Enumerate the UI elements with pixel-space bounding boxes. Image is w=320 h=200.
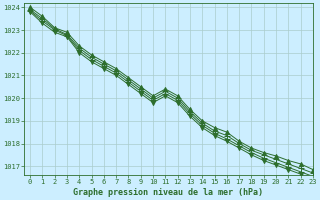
X-axis label: Graphe pression niveau de la mer (hPa): Graphe pression niveau de la mer (hPa) xyxy=(74,188,263,197)
